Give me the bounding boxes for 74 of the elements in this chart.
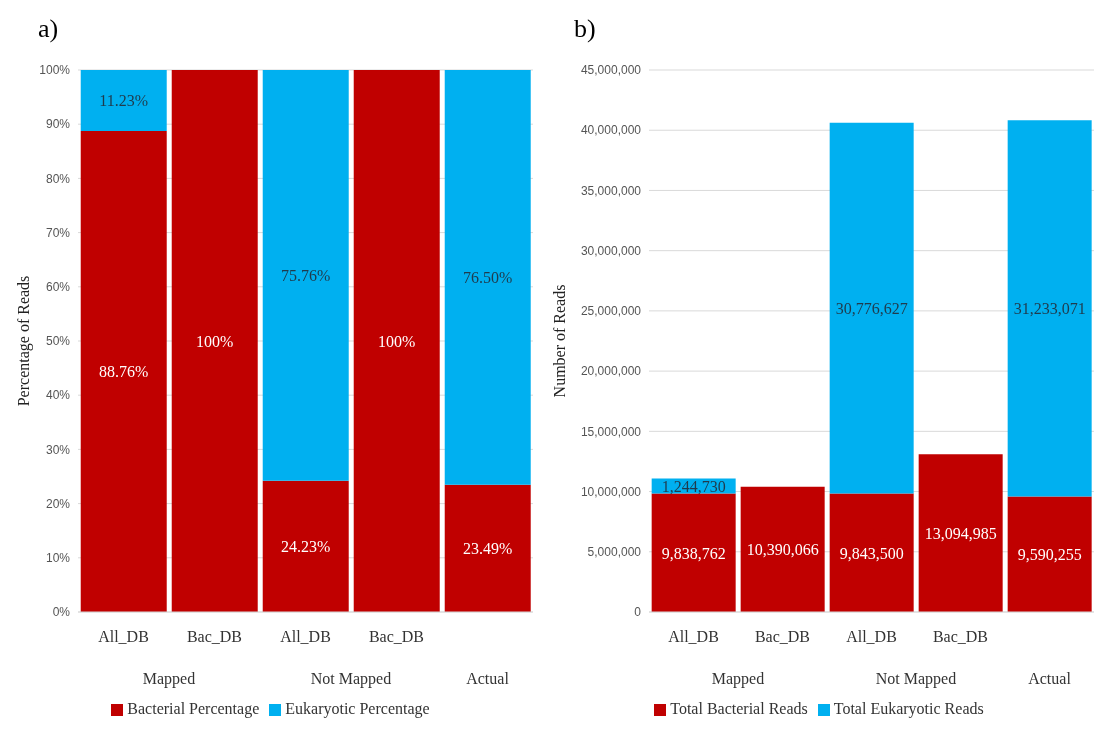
bar — [1007, 120, 1092, 497]
y-tick-label: 60% — [45, 280, 71, 295]
data-label: 11.23% — [99, 92, 149, 110]
bar — [444, 484, 531, 612]
bar — [80, 130, 167, 612]
bar — [80, 70, 167, 131]
x-tick-label: Bac_DB — [932, 628, 989, 645]
y-tick-label: 0% — [52, 605, 71, 620]
text: Mapped — [711, 670, 765, 688]
data-label: 9,838,762 — [661, 544, 726, 562]
bar — [444, 70, 531, 485]
y-tick-label: 35,000,000 — [580, 183, 642, 198]
bar — [262, 480, 349, 612]
data-label: 13,094,985 — [924, 525, 997, 543]
y-tick-label: 20,000,000 — [580, 364, 642, 379]
data-label: 24.23% — [281, 538, 331, 556]
y-tick-label: 5,000,000 — [587, 545, 642, 560]
y-tick-label: 100% — [39, 63, 71, 78]
y-axis-title: Number of Reads — [550, 284, 568, 398]
bar — [171, 70, 258, 612]
x-tick-label: Bac_DB — [368, 628, 425, 645]
x-tick-label: All_DB — [846, 628, 897, 645]
x-tick-label: Bac_DB — [186, 628, 243, 645]
x-tick-label: All_DB — [98, 628, 149, 645]
bar — [1007, 496, 1092, 612]
y-tick-label: 15,000,000 — [580, 424, 642, 439]
y-axis-title: Percentage of Reads — [14, 275, 33, 407]
text: Actual — [1028, 670, 1072, 687]
data-label: 23.49% — [463, 540, 513, 558]
data-label: 88.76% — [99, 363, 149, 381]
x-tick-label: All_DB — [668, 628, 719, 645]
y-tick-label: 30,000,000 — [580, 243, 642, 258]
x-tick-label: All_DB — [280, 628, 331, 645]
y-tick-label: 80% — [45, 171, 71, 186]
bar — [651, 493, 736, 612]
y-tick-label: 30% — [45, 442, 71, 457]
data-label: 100% — [378, 333, 416, 350]
x-tick-label: Bac_DB — [754, 628, 811, 645]
data-label: 9,843,500 — [839, 544, 904, 562]
data-label: 10,390,066 — [746, 541, 819, 559]
data-label: 1,244,730 — [661, 478, 726, 495]
y-tick-label: 70% — [45, 225, 71, 240]
y-tick-label: 25,000,000 — [580, 304, 642, 319]
y-tick-label: 10,000,000 — [580, 484, 642, 499]
data-label: 76.50% — [463, 269, 513, 287]
y-tick-label: 90% — [45, 117, 71, 132]
data-label: 30,776,627 — [835, 300, 908, 318]
bar — [829, 122, 914, 494]
chart-title: b) — [574, 14, 596, 44]
chart-title: a) — [38, 14, 59, 44]
y-tick-label: 10% — [45, 551, 71, 566]
y-tick-label: 50% — [45, 334, 71, 349]
legend-label: Bacterial Percentage — [127, 700, 260, 717]
bar — [262, 70, 349, 481]
bar — [918, 454, 1003, 612]
text: Not Mapped — [875, 670, 957, 688]
y-tick-label: 40,000,000 — [580, 123, 642, 138]
text: Not Mapped — [310, 670, 392, 688]
text: Actual — [466, 670, 510, 687]
data-label: 31,233,071 — [1013, 300, 1086, 318]
y-tick-label: 20% — [45, 496, 71, 511]
legend-label: Total Eukaryotic Reads — [833, 700, 984, 717]
legend-label: Total Bacterial Reads — [670, 700, 808, 717]
y-tick-label: 40% — [45, 388, 71, 403]
data-label: 9,590,255 — [1017, 546, 1082, 564]
legend-label: Eukaryotic Percentage — [285, 700, 430, 717]
bar — [353, 70, 440, 612]
text: Mapped — [142, 670, 196, 688]
y-tick-label: 45,000,000 — [580, 63, 642, 78]
y-tick-label: 0 — [634, 605, 642, 620]
data-label: 100% — [196, 333, 234, 350]
bar — [740, 486, 825, 612]
data-label: 75.76% — [281, 267, 331, 285]
bar — [829, 493, 914, 612]
